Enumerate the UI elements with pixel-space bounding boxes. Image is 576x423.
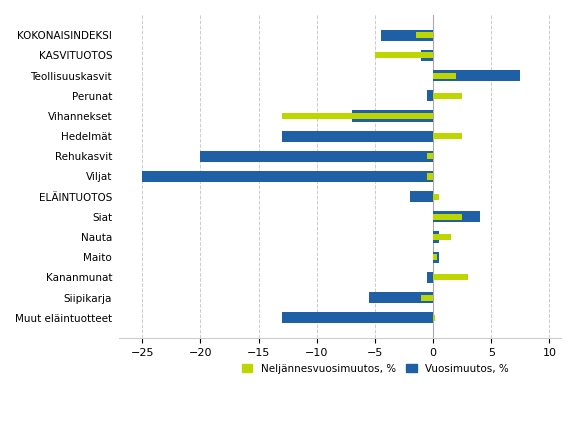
Legend: Neljännesvuosimuutos, %, Vuosimuutos, %: Neljännesvuosimuutos, %, Vuosimuutos, % [238,360,513,378]
Bar [433,254,437,260]
Bar [142,171,433,182]
Bar [381,30,433,41]
Bar [433,212,480,222]
Bar [427,90,433,102]
Bar [427,173,433,179]
Bar [369,292,433,303]
Bar [433,72,456,79]
Bar [433,194,439,200]
Bar [410,191,433,202]
Bar [282,312,433,323]
Bar [416,32,433,38]
Bar [433,133,462,139]
Bar [433,70,520,81]
Bar [352,110,433,121]
Bar [375,52,433,58]
Bar [422,294,433,301]
Bar [433,93,462,99]
Bar [433,234,450,240]
Bar [200,151,433,162]
Bar [427,153,433,159]
Bar [282,113,433,119]
Bar [422,50,433,61]
Bar [282,131,433,142]
Bar [433,252,439,263]
Bar [433,231,439,243]
Bar [433,275,468,280]
Bar [433,315,435,321]
Bar [427,272,433,283]
Bar [433,214,462,220]
